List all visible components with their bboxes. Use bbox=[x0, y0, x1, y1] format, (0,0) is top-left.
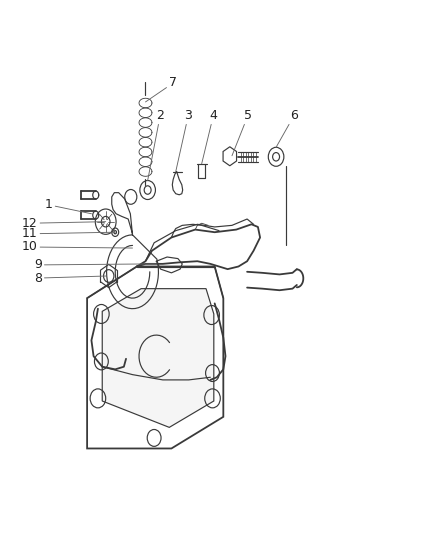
Text: 1: 1 bbox=[45, 198, 92, 214]
Text: 10: 10 bbox=[21, 240, 133, 254]
Text: 4: 4 bbox=[202, 109, 217, 164]
Text: 9: 9 bbox=[34, 259, 156, 271]
Text: 11: 11 bbox=[21, 227, 115, 240]
Polygon shape bbox=[102, 289, 214, 427]
Text: 5: 5 bbox=[232, 109, 252, 156]
Text: 12: 12 bbox=[21, 217, 106, 230]
Text: 6: 6 bbox=[276, 109, 298, 147]
Text: 8: 8 bbox=[34, 272, 106, 285]
Text: 3: 3 bbox=[176, 109, 192, 172]
Text: 2: 2 bbox=[148, 109, 164, 181]
Text: 7: 7 bbox=[145, 76, 177, 102]
